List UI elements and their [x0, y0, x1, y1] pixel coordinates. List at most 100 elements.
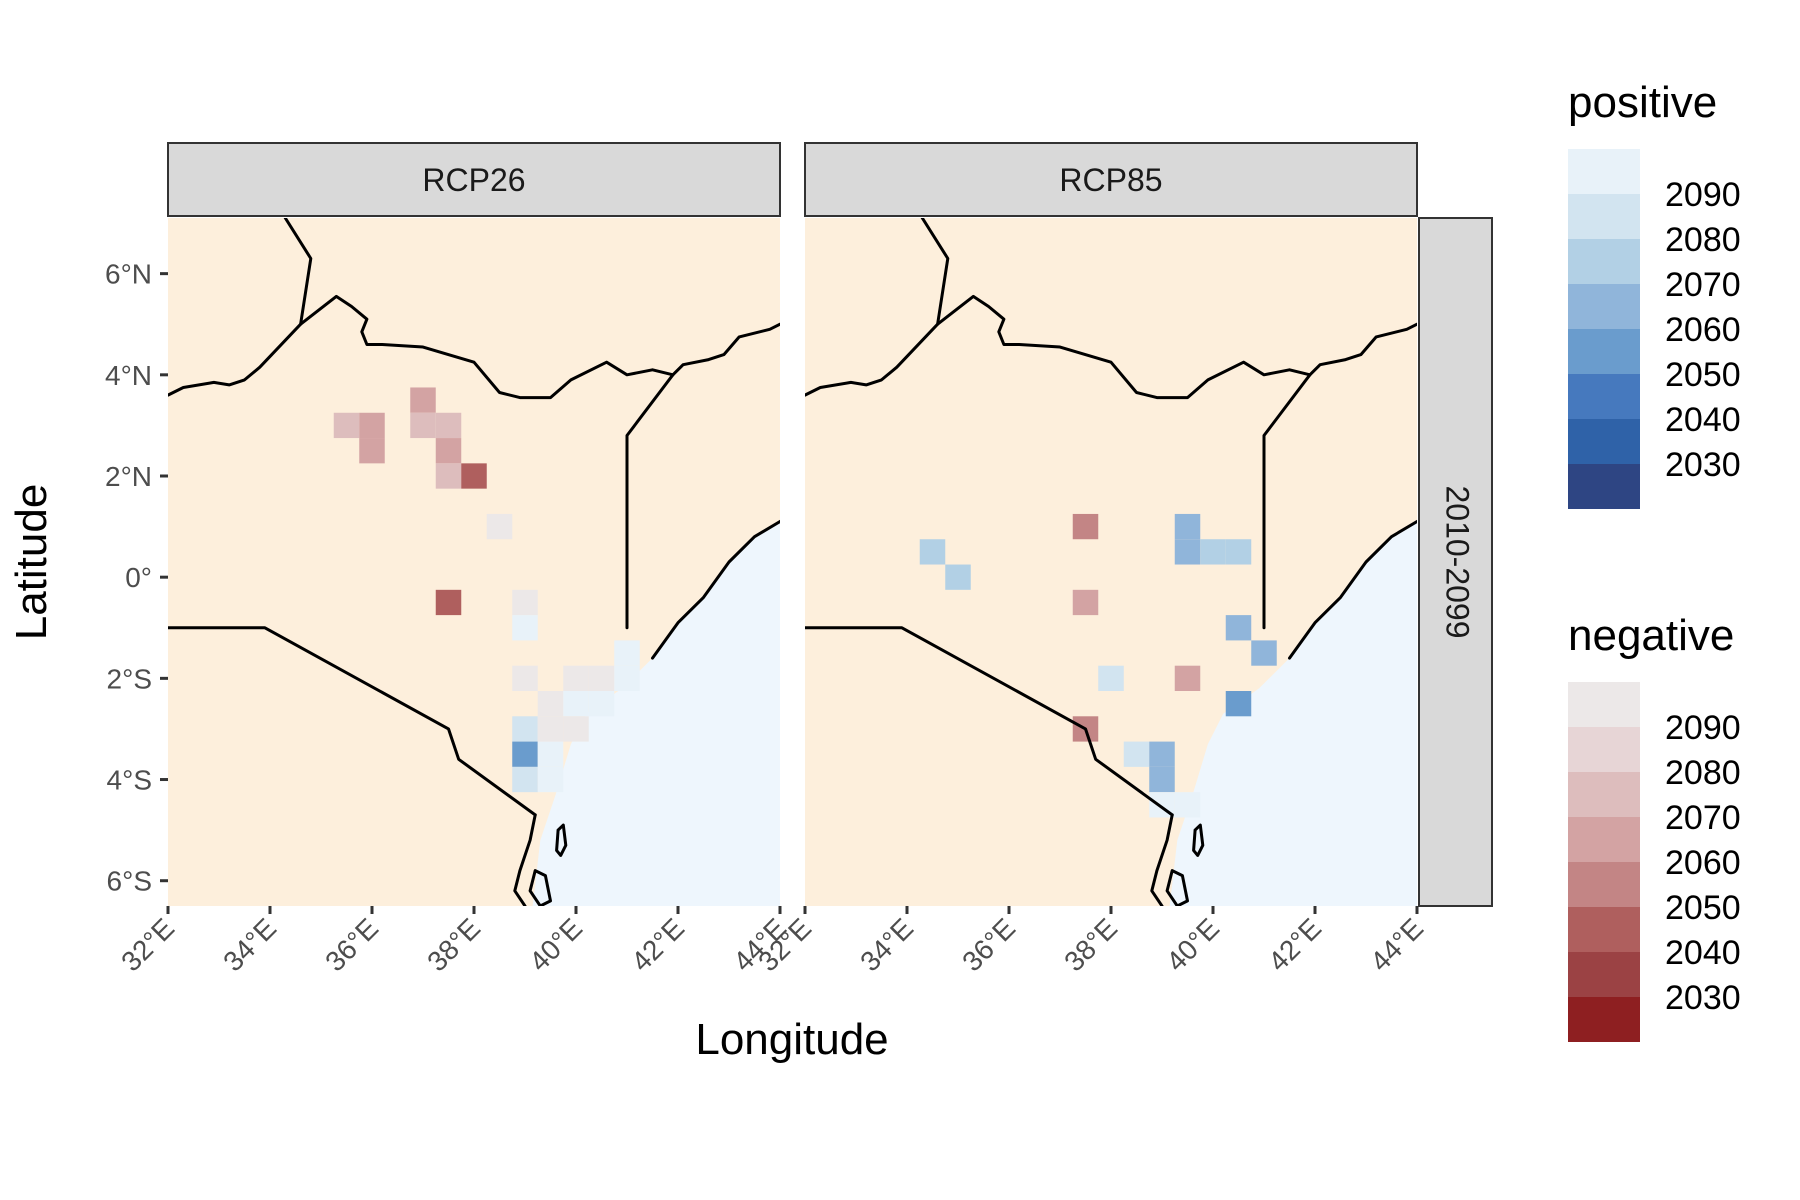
grid-cell	[512, 665, 538, 691]
legend-label: 2080	[1665, 221, 1741, 259]
x-tick-label: 32°E	[115, 912, 180, 977]
grid-cell	[537, 716, 564, 742]
legend-color-swatch	[1568, 464, 1640, 509]
facet-strip-rcp85: RCP85	[804, 142, 1418, 217]
grid-cell	[588, 691, 615, 717]
x-tick-label: 40°E	[1160, 912, 1225, 977]
legend-color-swatch	[1568, 149, 1640, 194]
grid-cell	[1225, 615, 1252, 641]
legend-color-swatch	[1568, 817, 1640, 862]
legend-label: 2040	[1665, 934, 1741, 972]
grid-cell	[435, 438, 462, 464]
grid-cell	[410, 387, 436, 413]
legend-label: 2090	[1665, 176, 1741, 214]
map-panel-rcp85	[805, 218, 1417, 906]
x-axis-title: Longitude	[695, 1015, 888, 1064]
grid-cell	[1174, 792, 1201, 818]
x-tick-label: 42°E	[1262, 912, 1327, 977]
legend-color-swatch	[1568, 239, 1640, 284]
country-border	[1288, 520, 1417, 660]
x-axis-rcp26: 32°E 34°E 36°E 38°E 40°E 42°E 44°E	[115, 906, 792, 977]
legend-color-swatch	[1568, 194, 1640, 239]
grid-cell	[563, 665, 589, 691]
ocean-area	[532, 521, 780, 906]
legend-label: 2040	[1665, 401, 1741, 439]
grid-cell	[1174, 665, 1201, 691]
y-tick-label: 2°S	[107, 663, 152, 694]
x-tick-label: 34°E	[217, 912, 282, 977]
country-border	[168, 294, 780, 400]
legend-color-swatch	[1568, 682, 1640, 727]
island-border	[1165, 869, 1189, 906]
grid-cell	[1251, 640, 1277, 666]
country-border	[805, 294, 1417, 400]
legend-label: 2050	[1665, 889, 1741, 927]
grid-cell	[1225, 691, 1252, 717]
grid-cell	[333, 412, 360, 439]
legend-label: 2070	[1665, 799, 1741, 837]
legend-label: 2090	[1665, 709, 1741, 747]
grid-cell	[486, 513, 513, 540]
grid-cell	[614, 640, 640, 666]
legend-label: 2060	[1665, 844, 1741, 882]
grid-cell	[1123, 741, 1150, 767]
legend-label: 2070	[1665, 266, 1741, 304]
country-border	[168, 626, 537, 817]
grid-cell	[461, 463, 487, 489]
legend-color-swatch	[1568, 772, 1640, 817]
legend-color-swatch	[1568, 952, 1640, 997]
country-border	[625, 373, 675, 630]
x-tick-label: 36°E	[956, 912, 1021, 977]
country-border	[1262, 373, 1312, 630]
grid-cell	[563, 691, 589, 717]
y-tick-label: 6°N	[105, 259, 152, 290]
facet-strip-period: 2010-2099	[1418, 217, 1493, 907]
grid-cell	[588, 665, 615, 691]
grid-cell	[359, 412, 385, 439]
country-border	[651, 520, 780, 660]
ocean-area	[1169, 521, 1417, 906]
grid-cell	[512, 741, 538, 767]
y-axis: 6°N 4°N 2°N 0° 2°S 4°S 6°S	[105, 259, 168, 897]
x-tick-label: 34°E	[854, 912, 919, 977]
legend-title-positive: positive	[1568, 78, 1717, 127]
legend-color-swatch	[1568, 997, 1640, 1042]
grid-cell	[512, 589, 538, 616]
country-border	[805, 626, 1174, 817]
grid-cell	[1174, 513, 1201, 540]
y-tick-label: 4°S	[107, 765, 152, 796]
legend-color-swatch	[1568, 727, 1640, 772]
legend-label: 2060	[1665, 311, 1741, 349]
legend-color-swatch	[1568, 862, 1640, 907]
grid-cell	[410, 412, 436, 439]
grid-cell	[537, 741, 564, 767]
x-tick-label: 36°E	[319, 912, 384, 977]
country-border	[1150, 813, 1174, 906]
x-tick-label: 42°E	[625, 912, 690, 977]
grid-cell	[1174, 539, 1201, 565]
legend-title-negative: negative	[1568, 611, 1734, 660]
legend-label: 2030	[1665, 446, 1741, 484]
x-axis-rcp85: 32°E 34°E 36°E 38°E 40°E 42°E 44°E	[752, 906, 1429, 977]
grid-cell	[359, 438, 385, 464]
y-tick-label: 6°S	[107, 866, 152, 897]
legend-label: 2050	[1665, 356, 1741, 394]
legend-negative: negative 2090 2080 2070 2060 2050 2040 2030	[1568, 611, 1741, 1042]
island-border	[555, 823, 568, 857]
y-tick-label: 2°N	[105, 461, 152, 492]
legend-positive: positive 2090 2080 2070 2060 2050 2040 2030	[1568, 78, 1741, 509]
legend-color-swatch	[1568, 284, 1640, 329]
island-border	[1192, 823, 1205, 857]
grid-cell	[563, 716, 589, 742]
facet-label-rcp85: RCP85	[1059, 162, 1162, 198]
grid-cell	[435, 412, 462, 439]
x-tick-label: 44°E	[1364, 912, 1429, 977]
grid-cell	[1149, 741, 1175, 767]
grid-cell	[1200, 539, 1226, 565]
x-tick-label: 40°E	[523, 912, 588, 977]
legend-color-swatch	[1568, 374, 1640, 419]
legend-color-swatch	[1568, 907, 1640, 952]
grid-cell	[512, 766, 538, 793]
facet-label-period: 2010-2099	[1440, 485, 1476, 638]
